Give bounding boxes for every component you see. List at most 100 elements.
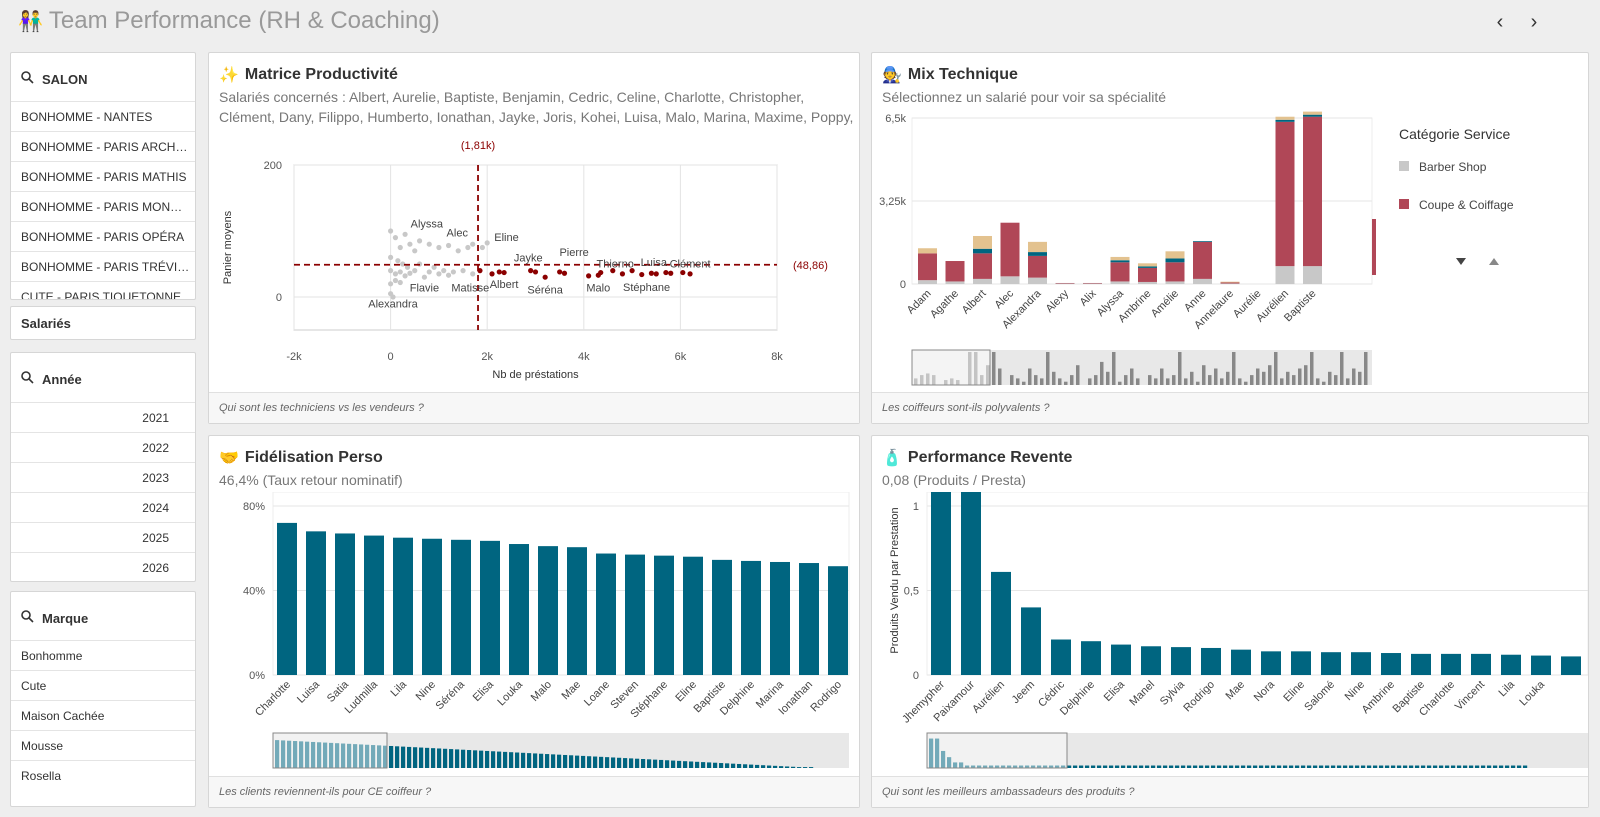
bar	[1411, 653, 1431, 675]
mini-chart-bar	[617, 757, 622, 768]
mini-chart-bar	[1163, 765, 1168, 768]
mini-chart-bar	[1130, 368, 1134, 385]
mini-chart-bar	[701, 762, 706, 768]
annee-item[interactable]: 2023	[11, 462, 195, 492]
salon-item[interactable]: BONHOMME - PARIS MATHIS	[11, 161, 195, 191]
marque-item[interactable]: Maison Cachée	[11, 700, 195, 730]
annee-item[interactable]: 2024	[11, 492, 195, 522]
marque-item[interactable]: Rosella	[11, 760, 195, 790]
mini-chart-bar	[299, 741, 304, 768]
mini-chart-bar	[473, 750, 478, 768]
mini-chart-bar	[599, 756, 604, 768]
stacked-bar-segment	[1193, 241, 1212, 242]
salon-item[interactable]: BONHOMME - NANTES	[11, 101, 195, 131]
mini-chart-bar	[1364, 352, 1368, 385]
salon-filter-header[interactable]: SALON	[21, 71, 88, 87]
mini-chart-bar	[1262, 371, 1266, 385]
x-tick-label: Eline	[1281, 679, 1307, 705]
salon-item[interactable]: BONHOMME - PARIS TRÉVI…	[11, 251, 195, 281]
mini-chart-bar	[413, 747, 418, 768]
x-axis-title: Nb de préstations	[492, 369, 579, 381]
annee-item[interactable]: 2025	[11, 522, 195, 552]
salon-filter-title: SALON	[42, 71, 88, 87]
scatter-point-high	[561, 270, 568, 276]
x-tick-label: Agathe	[928, 288, 961, 321]
scatter-point-low	[397, 244, 403, 251]
stacked-bar-segment	[1275, 121, 1295, 267]
mini-chart-bar	[1112, 352, 1116, 385]
mini-chart-bar	[575, 755, 580, 768]
stacked-bar-segment	[1303, 266, 1322, 284]
x-tick-label: 2k	[481, 351, 493, 363]
bar	[1531, 655, 1551, 675]
stacked-bar-segment	[1138, 281, 1157, 284]
stacked-bar-segment	[1275, 116, 1295, 120]
mini-chart-bar	[1307, 765, 1312, 768]
app-title: 👫 Team Performance (RH & Coaching)	[18, 7, 440, 35]
stacked-bar-segment	[973, 278, 992, 284]
salaries-filter[interactable]: Salariés	[10, 306, 196, 340]
bar	[509, 544, 529, 675]
mini-chart-bar	[1040, 378, 1044, 385]
x-tick-label: Rodrigo	[1181, 679, 1217, 715]
marque-item[interactable]: Cute	[11, 670, 195, 700]
mini-chart-bar	[1097, 765, 1102, 768]
mini-chart-bar	[1367, 765, 1372, 768]
x-tick-label: Vincent	[1453, 679, 1487, 713]
stacked-bar-segment	[1165, 251, 1185, 259]
y-tick-label: 0	[276, 292, 282, 304]
scatter-point-low	[426, 241, 432, 247]
annee-item[interactable]: 2022	[11, 432, 195, 462]
annee-item[interactable]: 2021	[11, 402, 195, 432]
bar	[480, 540, 500, 675]
mini-chart-bar	[707, 762, 712, 768]
scatter-point-high	[532, 269, 539, 275]
stacked-bar-segment	[1165, 262, 1185, 282]
salon-item[interactable]: BONHOMME - PARIS OPÉRA	[11, 221, 195, 251]
matrice-subtitle-1: Salariés concernés : Albert, Aurelie, Ba…	[219, 89, 805, 105]
mini-chart-bar	[1037, 765, 1042, 768]
mini-chart-bar	[593, 756, 598, 768]
mini-chart-bar	[635, 758, 640, 768]
prev-sheet-button[interactable]: ‹	[1496, 11, 1504, 33]
stacked-bar-segment	[1303, 114, 1322, 117]
annee-filter-header[interactable]: Année	[21, 371, 82, 387]
bar	[741, 560, 761, 675]
annee-item[interactable]: 2026	[11, 552, 195, 581]
salon-item[interactable]: CUTE - PARIS TIQUETONNE	[11, 281, 195, 299]
mini-chart-bar	[1076, 365, 1080, 385]
bar	[770, 561, 790, 675]
mini-chart-bar	[293, 741, 298, 768]
mini-chart-bar	[1349, 765, 1354, 768]
mini-chart-bar	[281, 740, 286, 768]
marque-item[interactable]: Bonhomme	[11, 640, 195, 670]
salon-item[interactable]: BONHOMME - PARIS ARCH…	[11, 131, 195, 161]
mini-chart-bar	[401, 746, 406, 768]
mini-chart-bar	[1124, 375, 1128, 385]
bar	[1111, 644, 1131, 675]
marque-filter-header[interactable]: Marque	[21, 610, 88, 626]
productivity-scatter-chart[interactable]: -2k 0 2k 4k 6k 8k 200 0 Nb de préstations Panier …	[209, 133, 859, 393]
mini-chart-bar	[479, 750, 484, 768]
point-label: Thierno	[597, 258, 634, 270]
stacked-bar-segment	[1110, 262, 1130, 282]
bar	[1231, 649, 1251, 675]
mini-chart-bar	[1247, 765, 1252, 768]
next-sheet-button[interactable]: ›	[1530, 11, 1538, 33]
stacked-bar-segment	[918, 248, 937, 254]
salon-item[interactable]: BONHOMME - PARIS MON…	[11, 191, 195, 221]
marque-item[interactable]: Mousse	[11, 730, 195, 760]
mini-chart-bar	[1199, 765, 1204, 768]
mini-chart-bar	[1427, 765, 1432, 768]
x-tick-label: Loane	[582, 679, 612, 709]
mini-chart-bar	[1208, 375, 1212, 385]
stacked-bar-segment	[1028, 241, 1047, 253]
point-label: Séréna	[527, 285, 563, 297]
scatter-point-low	[392, 277, 399, 284]
stacked-bar-segment	[1165, 258, 1185, 263]
mini-chart-bar	[1250, 375, 1254, 385]
app-title-text: Team Performance (RH & Coaching)	[48, 7, 440, 34]
